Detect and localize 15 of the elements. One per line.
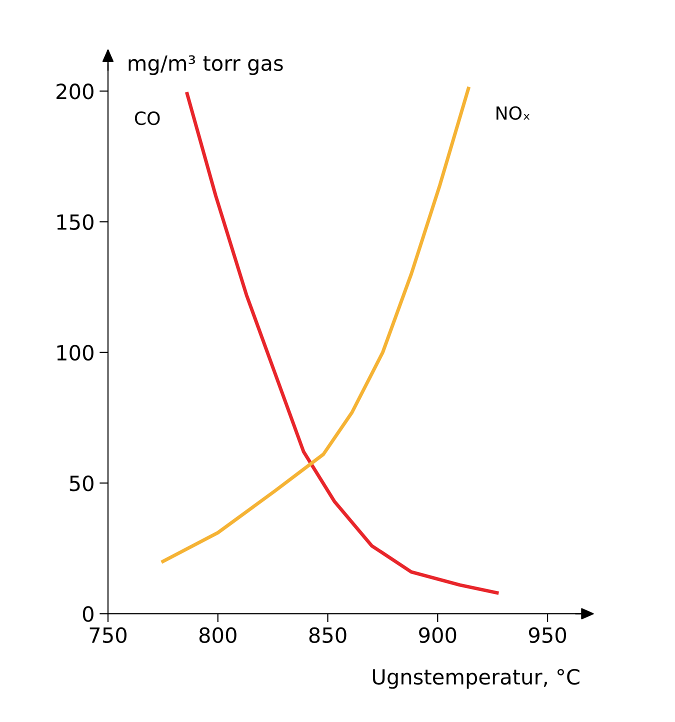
y-axis-title: mg/m³ torr gas	[128, 55, 283, 76]
y-tick-label: 50	[70, 476, 94, 492]
y-tick-label: 0	[82, 606, 94, 622]
x-tick-label: 900	[419, 627, 456, 644]
series-label: CO	[134, 111, 160, 126]
y-tick-label: 200	[56, 84, 94, 100]
line-series	[161, 86, 470, 564]
x-tick-label: 850	[309, 627, 346, 644]
x-tick-label: 750	[90, 627, 126, 644]
x-tick-label: 950	[528, 627, 566, 644]
series-label: NOₓ	[496, 106, 530, 120]
x-tick-label: 800	[199, 627, 236, 644]
y-tick-label: 100	[57, 344, 94, 361]
y-tick-label: 150	[57, 214, 94, 230]
x-axis-title: Ugnstemperatur, °C	[372, 668, 580, 689]
